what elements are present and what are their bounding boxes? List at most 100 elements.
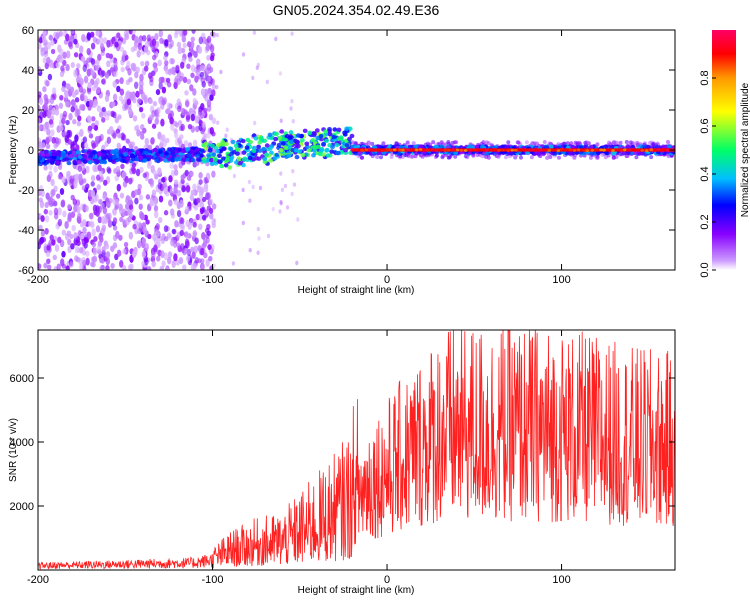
spectrogram-cell xyxy=(91,122,96,130)
spectrogram-cell xyxy=(151,189,157,197)
spectrogram-cell xyxy=(161,177,166,183)
spectrogram-cell xyxy=(171,228,176,235)
spectrogram-cell xyxy=(287,145,292,150)
spectrogram-cell xyxy=(201,232,206,240)
spectrogram-cell xyxy=(656,148,661,152)
spectrogram-cell xyxy=(216,120,220,125)
spectrogram-cell xyxy=(241,220,245,226)
spectrogram-cell xyxy=(200,102,205,111)
spectrogram-cell xyxy=(184,238,190,247)
spectrogram-cell xyxy=(142,127,147,134)
spectrogram-cell xyxy=(206,63,212,71)
spectrogram-cell xyxy=(98,198,103,205)
spectrogram-cell xyxy=(65,119,70,126)
spectrogram-cell xyxy=(184,90,189,96)
spectrogram-cell xyxy=(247,155,253,161)
spectrogram-cell xyxy=(268,158,273,163)
spectrogram-cell xyxy=(180,61,185,69)
spectrogram-cell xyxy=(290,99,294,104)
spectrogram-cell xyxy=(69,178,74,184)
spectrogram-cell xyxy=(47,264,52,270)
spectrogram-cell xyxy=(155,112,160,119)
spectrogram-cell xyxy=(164,60,169,66)
spectrogram-cell xyxy=(95,135,100,142)
spectrogram-cell xyxy=(208,255,213,262)
spectrogram-cell xyxy=(612,155,616,160)
spectrogram-cell xyxy=(57,218,63,227)
spectrogram-cell xyxy=(224,141,229,147)
spectrogram-cell xyxy=(184,231,189,239)
spectrogram-cell xyxy=(200,88,206,96)
spectrogram-cell xyxy=(78,173,83,182)
spectrogram-cell xyxy=(77,76,83,84)
spectrogram-cell xyxy=(225,127,229,132)
spectrogram-cell xyxy=(288,130,294,135)
spectrogram-cell xyxy=(459,148,464,152)
spectrogram-cell xyxy=(202,36,207,44)
spectrogram-cell xyxy=(294,139,300,144)
spectrogram-cell xyxy=(179,134,184,140)
spectrogram-cell xyxy=(453,154,458,159)
spectrogram-cell xyxy=(97,151,102,156)
spectrogram-cell xyxy=(128,177,133,185)
spectrogram-cell xyxy=(145,194,151,200)
spectrogram-cell xyxy=(289,139,294,144)
spectrogram-cell xyxy=(516,140,521,145)
spectrogram-cell xyxy=(51,155,57,160)
spectrogram-cell xyxy=(48,209,53,216)
spectrogram-cell xyxy=(142,158,148,163)
spectrogram-cell xyxy=(76,216,82,224)
spectrogram-cell xyxy=(90,69,95,76)
spectrogram-cell xyxy=(607,140,612,145)
spectrogram-cell xyxy=(223,163,229,168)
spectrogram-cell xyxy=(323,129,328,134)
spectrogram-cell xyxy=(144,242,149,251)
spectrogram-cell xyxy=(122,248,127,255)
spectrogram-cell xyxy=(105,257,111,266)
y-tick-label: 4000 xyxy=(10,437,34,449)
spectrogram-cell xyxy=(626,141,631,145)
spectrogram-cell xyxy=(564,148,568,152)
spectrogram-cell xyxy=(203,141,209,146)
spectrogram-cell xyxy=(99,36,104,45)
spectrogram-cell xyxy=(452,140,457,145)
spectrogram-cell xyxy=(87,126,92,134)
spectrogram-cell xyxy=(193,245,198,254)
spectrogram-cell xyxy=(101,117,106,123)
spectrogram-cell xyxy=(229,151,235,156)
spectrogram-cell xyxy=(612,140,617,145)
y-tick-label: -40 xyxy=(18,225,34,237)
spectrogram-cell xyxy=(209,212,214,220)
colorbar-gradient xyxy=(712,30,736,270)
spectrogram-cell xyxy=(371,149,376,152)
spectrogram-cell xyxy=(134,197,139,205)
spectrogram-cell xyxy=(156,255,161,262)
spectrogram-cell xyxy=(649,148,653,152)
spectrogram-cell xyxy=(92,36,98,43)
spectrogram-cell xyxy=(76,120,82,127)
spectrogram-cell xyxy=(64,157,69,162)
spectrogram-cell xyxy=(112,132,117,139)
x-tick-label: -200 xyxy=(27,274,49,286)
spectrogram-cell xyxy=(241,162,246,168)
spectrogram-cell xyxy=(294,154,300,160)
spectrogram-cell xyxy=(46,174,51,182)
spectrogram-cell xyxy=(201,206,206,213)
spectrogram-cell xyxy=(181,186,187,192)
spectrogram-cell xyxy=(200,247,205,256)
spectrogram-cell xyxy=(69,261,74,268)
colorbar-label: Normalized spectral amplitude xyxy=(740,82,750,217)
spectrogram-cell xyxy=(39,184,44,193)
spectrogram-cell xyxy=(252,30,256,35)
spectrogram-cell xyxy=(81,250,87,256)
spectrogram-cell xyxy=(206,87,212,96)
spectrogram-cell xyxy=(559,148,564,151)
spectrogram-cell xyxy=(108,126,113,135)
spectrogram-cell xyxy=(182,264,187,270)
spectrogram-cell xyxy=(186,63,191,70)
spectrogram-cell xyxy=(74,109,80,118)
spectrogram-cell xyxy=(152,54,157,61)
spectrogram-cell xyxy=(364,148,369,152)
spectrogram-cell xyxy=(342,130,347,135)
